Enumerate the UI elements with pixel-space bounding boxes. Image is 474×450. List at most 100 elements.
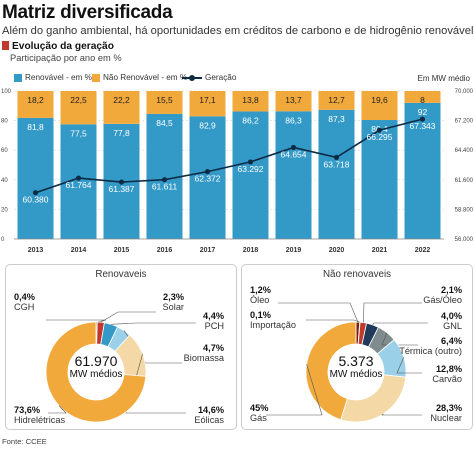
bar-non-renewable [189, 91, 226, 117]
leader-line [125, 353, 186, 414]
x-tick-label: 2022 [415, 247, 431, 254]
data-label-renewable: 86,3 [285, 115, 302, 125]
section-heading-text: Evolução da geração [12, 41, 114, 52]
leader-line [396, 357, 422, 374]
generation-label: 61.611 [152, 182, 178, 192]
y-right-tick-label: 64.400 [455, 148, 474, 154]
data-label-renewable: 77,8 [113, 128, 130, 138]
leader-line [306, 319, 361, 323]
data-label-renewable: 82,9 [199, 120, 216, 130]
generation-point [376, 127, 383, 133]
x-tick-label: 2019 [286, 247, 302, 254]
leader-line [266, 364, 323, 416]
legend-generation: Geração [182, 73, 236, 82]
y-left-tick-label: 20 [1, 207, 8, 213]
legend-line-icon [182, 74, 202, 81]
legend-generation-label: Geração [205, 73, 237, 82]
x-tick-label: 2017 [200, 247, 216, 254]
y-left-tick-label: 80 [1, 119, 8, 125]
bar-non-renewable [146, 91, 183, 114]
x-tick-label: 2015 [114, 247, 130, 254]
generation-label: 64.654 [281, 150, 307, 160]
leader-line [46, 319, 107, 323]
donut-slice [45, 321, 147, 423]
slice-label-gnl: 4,0% GNL [441, 311, 462, 331]
non-renewables-panel: Não renovaveis 5.373 MW médios 1,2% Óleo … [241, 264, 473, 430]
donut-slice [305, 321, 357, 421]
section-marker [2, 41, 9, 50]
bar-renewable [318, 109, 355, 240]
generation-point [32, 190, 39, 196]
legend-non-renewable-label: Não Renovável - em % [103, 73, 188, 82]
generation-point [419, 116, 426, 122]
generation-point [290, 144, 297, 151]
generation-chart: 18,2 81,8 22,5 77,5 22,2 77,8 15,5 84,5 17,1 82,9… [1, 89, 474, 254]
bar-non-renewable [404, 91, 441, 103]
y-left-tick-label: 60 [1, 148, 8, 154]
non-renewables-unit: MW médios [329, 369, 383, 380]
generation-line [35, 118, 423, 194]
data-label-renewable: 86,2 [242, 115, 259, 125]
data-label-renewable: 92 [418, 107, 428, 117]
data-label-non-renewable: 18,2 [27, 95, 44, 105]
renewables-unit: MW médios [69, 369, 123, 380]
bar-non-renewable [361, 91, 398, 121]
x-tick-label: 2014 [71, 247, 87, 254]
x-tick-label: 2016 [157, 247, 173, 254]
generation-label: 61.764 [66, 180, 92, 190]
slice-label-gas: 45% Gás [250, 403, 269, 423]
renewables-total: 61.970 [74, 353, 118, 369]
page-subtitle: Além do ganho ambiental, há oportunidade… [2, 25, 474, 37]
generation-label: 63.718 [324, 159, 350, 169]
bar-non-renewable [318, 91, 355, 110]
data-label-non-renewable: 8 [420, 95, 425, 105]
y-right-tick-label: 67.200 [455, 119, 474, 125]
section-heading: Evolução da geração [2, 41, 114, 52]
chart-bars: 18,2 81,8 22,5 77,5 22,2 77,8 15,5 84,5 17,1 82,9… [17, 91, 441, 240]
bar-non-renewable [232, 91, 269, 112]
data-label-renewable: 77,5 [70, 128, 87, 138]
bar-renewable [17, 117, 54, 239]
data-label-non-renewable: 15,5 [156, 95, 173, 105]
slice-label-cgh: 0,4% CGH [14, 292, 35, 312]
leader-line [111, 322, 196, 325]
y-right-tick-label: 70.000 [455, 89, 474, 95]
generation-point [75, 175, 82, 181]
bar-non-renewable [60, 91, 97, 125]
generation-label: 67.343 [410, 121, 436, 131]
data-label-non-renewable: 12,7 [328, 95, 345, 105]
generation-label: 61.387 [109, 184, 135, 194]
non-renewables-donut [266, 302, 428, 423]
renewables-panel-title: Renovaveis [95, 269, 147, 280]
slice-label-termica: 6,4% Térmica (outro) [399, 336, 462, 356]
leader-line [381, 332, 418, 346]
y-left-tick-label: 40 [1, 178, 8, 184]
x-tick-label: 2020 [329, 247, 345, 254]
leader-line [372, 322, 428, 326]
generation-point [247, 159, 254, 165]
data-label-renewable: 87,3 [328, 114, 345, 124]
bar-renewable [404, 102, 441, 239]
data-label-non-renewable: 22,2 [113, 95, 130, 105]
bar-renewable [189, 116, 226, 239]
leader-line [381, 413, 422, 416]
bar-non-renewable [275, 91, 312, 112]
data-label-renewable: 81,8 [27, 122, 44, 132]
generation-point [118, 179, 125, 185]
slice-label-oleo: 1,2% Óleo [250, 285, 271, 305]
data-label-non-renewable: 13,7 [285, 95, 302, 105]
data-label-non-renewable: 13,8 [242, 95, 259, 105]
generation-point [161, 177, 168, 183]
bar-non-renewable [103, 91, 140, 124]
y-right-tick-label: 56.000 [455, 237, 474, 243]
legend-renewable-label: Renovável - em % [25, 73, 92, 82]
bar-non-renewable [17, 91, 54, 118]
leader-line [363, 302, 422, 323]
chart-line: 60.380 61.764 61.387 61.611 62.372 63.292 64.6… [23, 116, 436, 205]
slice-label-eolicas: 14,6% Eólicas [194, 405, 224, 425]
non-renewables-center: 5.373 MW médios [326, 354, 386, 381]
generation-label: 62.372 [195, 174, 221, 184]
renewables-panel: Renovaveis 61.970 MW médios 0,4% CGH 2,3%… [5, 264, 237, 430]
generation-point [333, 154, 340, 161]
slice-label-hidreletricas: 73,6% Hidrelétricas [14, 405, 66, 425]
